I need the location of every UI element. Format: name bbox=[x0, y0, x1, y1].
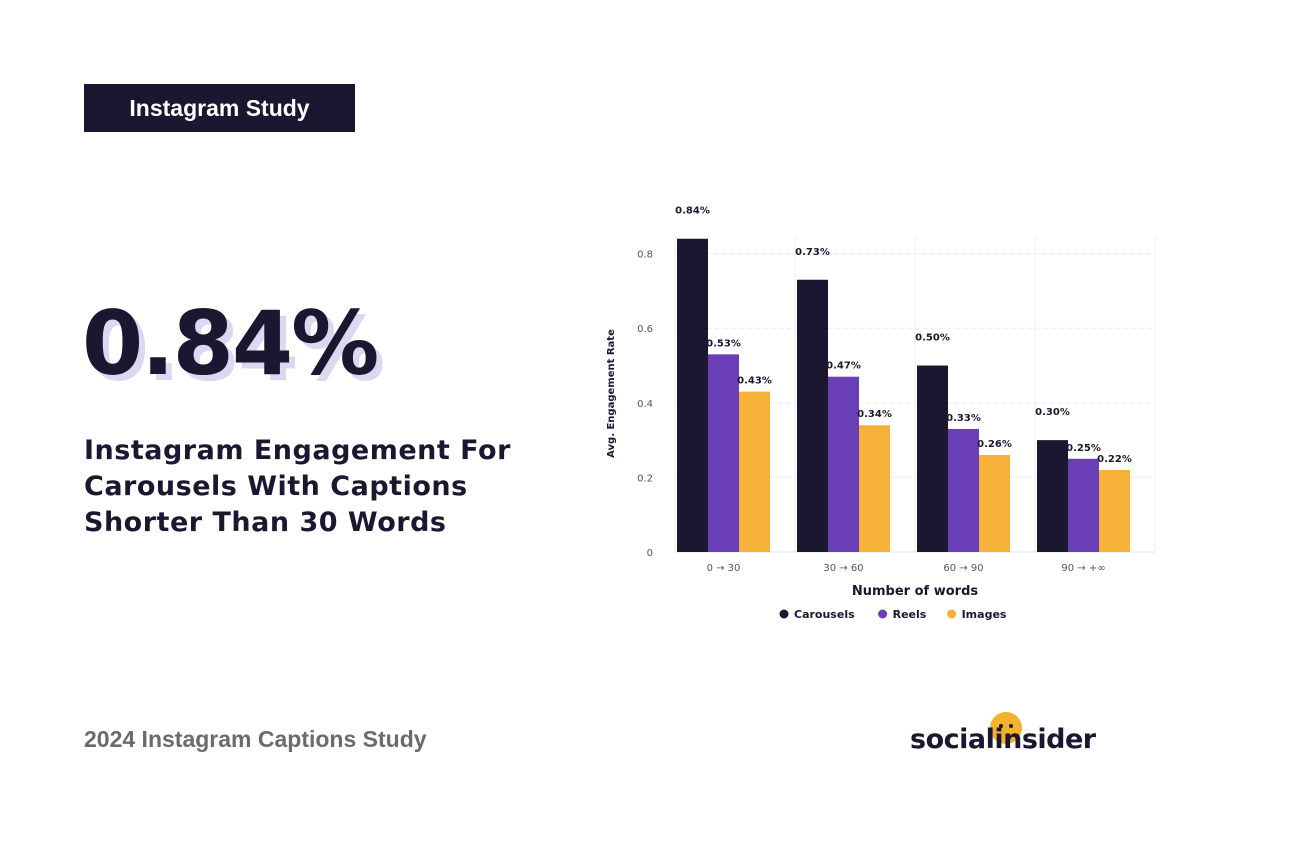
x-tick-label: 90 → +∞ bbox=[1061, 563, 1105, 574]
data-label: 0.84% bbox=[675, 206, 710, 217]
study-badge: Instagram Study bbox=[84, 84, 355, 132]
bar-carousels bbox=[797, 279, 828, 552]
data-label: 0.25% bbox=[1066, 443, 1101, 454]
x-tick-label: 0 → 30 bbox=[707, 563, 741, 574]
bar-reels bbox=[708, 354, 739, 552]
bar-carousels bbox=[917, 365, 948, 552]
y-tick-label: 0.2 bbox=[637, 473, 653, 484]
data-label: 0.26% bbox=[977, 439, 1012, 450]
bar-reels bbox=[948, 428, 979, 552]
bar-carousels bbox=[677, 238, 708, 552]
data-label: 0.47% bbox=[826, 361, 861, 372]
highlight-stat: 0.84% bbox=[82, 292, 379, 395]
logo-text: socialinsider bbox=[910, 724, 1096, 755]
data-label: 0.53% bbox=[706, 338, 741, 349]
data-label: 0.33% bbox=[946, 413, 981, 424]
legend-label-images: Images bbox=[962, 608, 1007, 621]
data-label: 0.50% bbox=[915, 333, 950, 344]
bar-carousels bbox=[1037, 440, 1068, 552]
y-tick-label: 0 bbox=[647, 548, 653, 559]
x-tick-label: 60 → 90 bbox=[943, 563, 983, 574]
y-tick-label: 0.4 bbox=[637, 399, 653, 410]
legend-label-reels: Reels bbox=[893, 608, 927, 621]
logo-smiley-icon bbox=[990, 712, 1022, 744]
study-badge-label: Instagram Study bbox=[129, 94, 310, 121]
bar-images bbox=[859, 425, 890, 552]
legend-label-carousels: Carousels bbox=[794, 608, 855, 621]
y-axis-title: Avg. Engagement Rate bbox=[606, 329, 617, 458]
bar-images bbox=[1099, 469, 1130, 552]
socialinsider-logo: socialinsider bbox=[910, 712, 1120, 766]
data-label: 0.30% bbox=[1035, 407, 1070, 418]
legend-marker-images bbox=[947, 609, 957, 619]
engagement-chart-svg: 0 0.2 0.4 0.6 0.8 0.84% 0.53% 0.43% 0 → 30 0.73% 0… bbox=[606, 206, 1156, 621]
y-tick-label: 0.6 bbox=[637, 324, 653, 335]
footer-study-label: 2024 Instagram Captions Study bbox=[84, 726, 427, 752]
bar-images bbox=[979, 455, 1010, 552]
bar-reels bbox=[1068, 458, 1099, 552]
data-label: 0.43% bbox=[737, 376, 772, 387]
legend-marker-reels bbox=[878, 609, 888, 619]
data-label: 0.34% bbox=[857, 409, 892, 420]
legend-marker-carousels bbox=[779, 609, 789, 619]
bar-images bbox=[739, 391, 770, 552]
bar-reels bbox=[828, 376, 859, 552]
engagement-chart: 0 0.2 0.4 0.6 0.8 0.84% 0.53% 0.43% 0 → 30 0.73% 0… bbox=[590, 190, 1190, 640]
highlight-headline: Instagram Engagement For Carousels With … bbox=[84, 435, 511, 538]
x-axis-title: Number of words bbox=[852, 584, 979, 599]
y-tick-label: 0.8 bbox=[637, 250, 653, 261]
data-label: 0.73% bbox=[795, 247, 830, 258]
data-label: 0.22% bbox=[1097, 454, 1132, 465]
x-tick-label: 30 → 60 bbox=[823, 563, 863, 574]
